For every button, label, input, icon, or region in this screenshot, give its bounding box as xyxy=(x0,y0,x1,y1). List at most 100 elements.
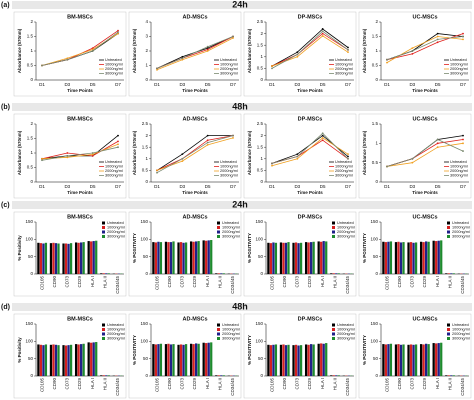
bar xyxy=(62,243,65,274)
x-tick-label: CD105 xyxy=(39,378,44,393)
bar xyxy=(195,241,198,274)
bar xyxy=(222,273,225,274)
bar xyxy=(179,242,183,274)
data-point xyxy=(181,57,184,60)
bar xyxy=(267,344,270,376)
y-axis-label: Absorbance (570nm) xyxy=(17,130,22,175)
legend-label: Untreated xyxy=(222,323,239,327)
data-point xyxy=(462,32,464,35)
data-point xyxy=(181,153,184,156)
legend-label: 3000ng/ml xyxy=(107,235,125,239)
bar xyxy=(157,241,160,274)
data-point xyxy=(436,41,439,44)
x-tick-label: CD105 xyxy=(269,276,274,291)
x-tick-label: D7 xyxy=(230,82,236,87)
x-tick-label: HLA II xyxy=(332,378,337,390)
y-axis-label: % POSITIVITY xyxy=(247,233,252,263)
bar xyxy=(399,344,403,376)
legend-label: 3000ng/ml xyxy=(337,235,355,239)
legend-label: 2000ng/ml xyxy=(105,67,123,71)
y-tick-label: 0.5 xyxy=(142,168,149,173)
y-tick-label: 100 xyxy=(255,339,263,344)
legend-label: Untreated xyxy=(105,58,122,62)
x-tick-label: CD73 xyxy=(410,378,415,390)
bar xyxy=(432,240,435,274)
legend-label: 2000ng/ml xyxy=(450,169,468,173)
data-point xyxy=(271,162,273,165)
legend-label: 2000ng/ml xyxy=(337,332,355,336)
data-point xyxy=(181,58,184,61)
legend-swatch xyxy=(217,328,220,331)
data-point xyxy=(156,68,158,71)
x-axis-label: Time Points xyxy=(412,88,438,93)
x-tick-label: CD105 xyxy=(154,378,159,393)
x-tick-label: D5 xyxy=(205,184,211,189)
x-tick-label: D1 xyxy=(384,184,390,189)
data-point xyxy=(117,29,119,32)
panel-header-bar xyxy=(12,201,472,209)
legend-swatch xyxy=(217,337,220,340)
x-tick-label: CD29 xyxy=(307,276,312,288)
x-tick-label: D3 xyxy=(294,82,300,87)
bar xyxy=(169,242,173,274)
bar xyxy=(177,242,180,274)
legend-swatch xyxy=(217,332,220,336)
legend-label: 3000ng/ml xyxy=(222,337,240,341)
bar xyxy=(414,242,418,274)
x-tick-label: D3 xyxy=(409,184,415,189)
bar xyxy=(409,344,413,376)
bar xyxy=(407,344,410,376)
bar xyxy=(292,242,295,274)
y-axis-label: Absorbance (570nm) xyxy=(17,28,22,73)
bar xyxy=(409,242,413,274)
bar xyxy=(279,344,283,376)
legend-label: 3000ng/ml xyxy=(107,337,125,341)
legend-label: 2000ng/ml xyxy=(220,67,238,71)
data-point xyxy=(41,64,43,67)
data-point xyxy=(296,157,299,160)
x-tick-label: CD34/45 xyxy=(460,378,465,396)
legend-label: 3000ng/ml xyxy=(220,72,238,76)
data-point xyxy=(462,134,464,137)
y-tick-label: 0 xyxy=(260,373,263,378)
y-tick-label: 50 xyxy=(143,356,149,361)
data-point xyxy=(321,35,324,37)
data-point xyxy=(321,137,324,139)
panel-label: (d) xyxy=(1,304,10,311)
data-point xyxy=(296,155,299,158)
data-point xyxy=(206,48,209,51)
bar xyxy=(92,241,95,274)
x-tick-label: CD34/45 xyxy=(230,276,235,294)
bar xyxy=(282,344,285,376)
legend-swatch xyxy=(447,221,450,225)
bar xyxy=(189,343,193,376)
x-tick-label: D1 xyxy=(384,82,390,87)
y-axis-label: % POSITIVITY xyxy=(362,233,367,263)
bar xyxy=(310,344,313,376)
bar xyxy=(294,344,298,376)
x-tick-label: D7 xyxy=(345,82,351,87)
x-tick-label: CD73 xyxy=(65,378,70,390)
bar xyxy=(54,243,58,274)
legend-label: Untreated xyxy=(452,323,469,327)
y-tick-label: 150 xyxy=(370,219,378,224)
bar xyxy=(159,343,163,376)
y-tick-label: 0.5 xyxy=(27,63,34,68)
y-tick-label: 150 xyxy=(255,219,263,224)
x-tick-label: CD105 xyxy=(154,276,159,291)
bar xyxy=(100,375,103,376)
series-line xyxy=(41,143,119,160)
x-axis-label: Time Points xyxy=(67,190,93,195)
bar xyxy=(69,243,73,274)
x-tick-label: HLA II xyxy=(447,276,452,288)
legend-label: 1000ng/ml xyxy=(107,328,125,332)
bar xyxy=(394,242,398,274)
chart-title: AD-MSCs xyxy=(182,316,207,322)
bar xyxy=(90,241,93,274)
bar xyxy=(195,343,198,376)
series-line xyxy=(156,37,234,71)
bar xyxy=(269,345,273,376)
x-tick-label: CD34/45 xyxy=(460,276,465,294)
bar xyxy=(215,273,218,274)
bar xyxy=(337,273,340,274)
